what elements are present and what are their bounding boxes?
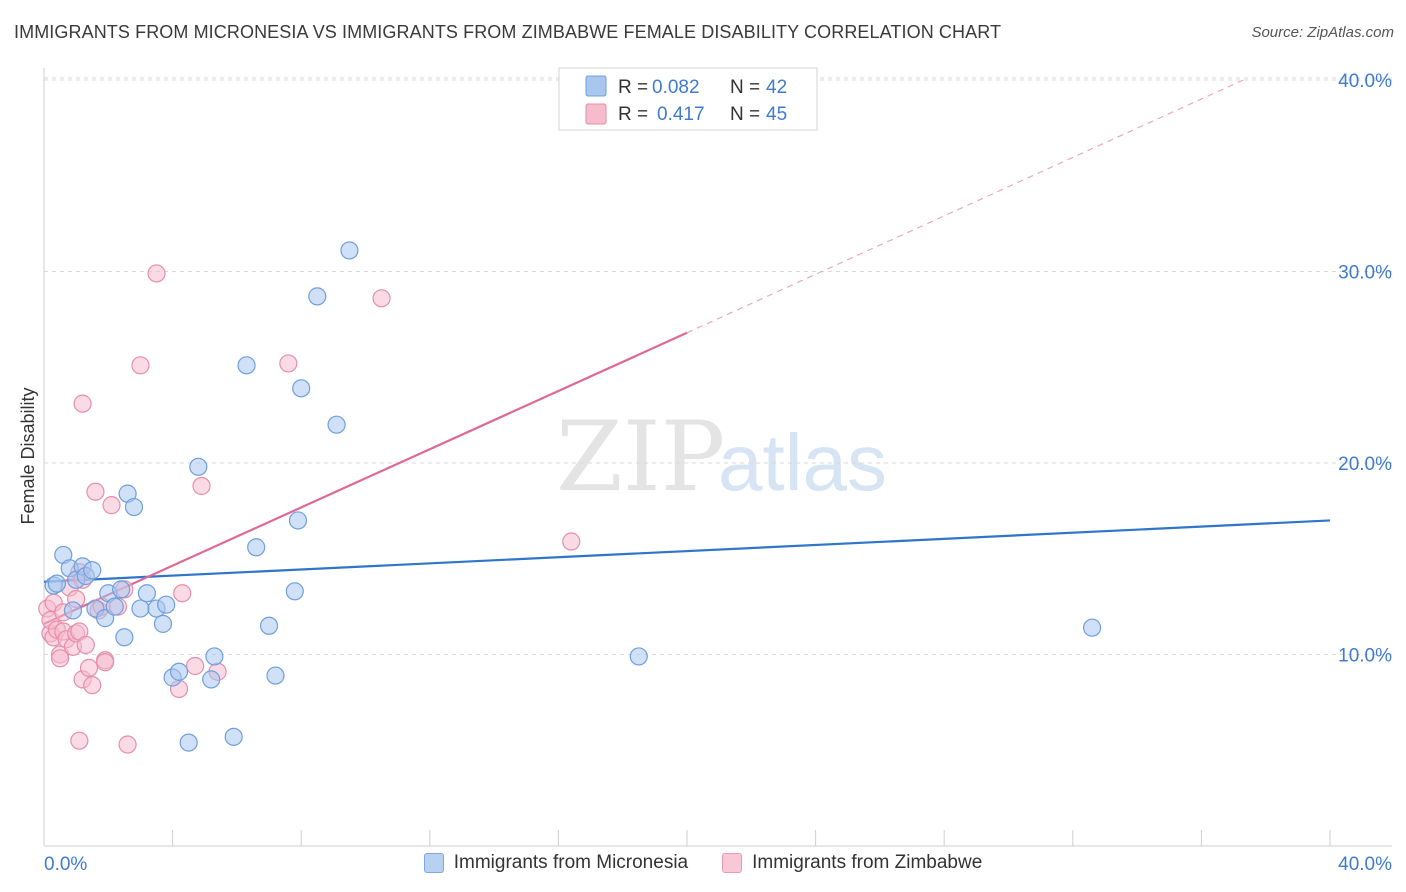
legend-top-swatch-zimbabwe [585,103,607,125]
micronesia-point-14 [115,628,134,647]
micronesia-point-12 [105,597,124,616]
zimbabwe-point-38 [192,476,211,496]
micronesia-point-30 [247,538,266,557]
micronesia-point-18 [137,584,156,603]
legend-item-micronesia: Immigrants from Micronesia [423,852,689,874]
series-zimbabwe-points [38,264,581,754]
legend-n-value-1: 42 [766,77,787,98]
micronesia-point-34 [288,511,308,530]
legend-r-label-2: R = [618,104,648,125]
zimbabwe-point-21 [73,394,92,413]
watermark-atlas: atlas [718,418,887,507]
legend-item-zimbabwe: Immigrants from Zimbabwe [722,852,982,874]
zimbabwe-point-22 [79,658,99,678]
micronesia-point-16 [124,497,144,517]
series-micronesia-points [44,241,1102,752]
micronesia-point-13 [112,580,131,599]
legend-r-value-1: 0.082 [652,77,700,98]
legend-r-label-1: R = [618,77,648,98]
legend-swatch-zimbabwe [722,853,743,873]
legend-top: R = 0.082 N = 42 R = 0.417 N = 45 [558,67,818,131]
micronesia-point-39 [629,647,648,666]
zimbabwe-point-37 [186,656,205,676]
legend-bottom: Immigrants from Micronesia Immigrants fr… [0,852,1406,874]
micronesia-point-35 [292,379,311,398]
micronesia-point-33 [285,582,304,601]
micronesia-point-37 [327,415,346,434]
zimbabwe-point-34 [147,264,166,283]
micronesia-point-38 [340,241,359,260]
micronesia-point-36 [308,287,327,306]
trendlines [43,79,1331,625]
x-ticks [43,830,1331,846]
legend-n-label-1: N = [730,77,760,98]
watermark-zip: ZIP [556,401,725,513]
legend-label-micronesia: Immigrants from Micronesia [453,852,689,873]
y-tick-label-20: 20.0% [1338,454,1392,475]
micronesia-point-1 [47,574,66,593]
micronesia-point-26 [202,670,221,689]
zimbabwe-point-20 [70,731,89,750]
y-axis-label: Female Disability [18,387,38,524]
legend-label-zimbabwe: Immigrants from Zimbabwe [752,852,983,873]
zimbabwe-point-42 [562,532,581,551]
trendline-micronesia [43,519,1331,583]
zimbabwe-point-19 [76,635,95,655]
x-tick-label-max: 40.0% [1338,854,1392,875]
micronesia-point-23 [169,662,189,681]
legend-r-value-2: 0.417 [657,104,705,125]
micronesia-point-24 [179,733,198,752]
zimbabwe-point-33 [131,356,150,375]
micronesia-point-25 [189,457,208,476]
micronesia-point-32 [266,666,285,685]
micronesia-point-17 [131,599,150,618]
zimbabwe-point-28 [95,653,115,672]
micronesia-point-28 [224,727,243,746]
trendline-zimbabwe [43,331,688,625]
legend-swatch-micronesia [423,853,444,873]
zimbabwe-point-41 [372,289,391,308]
y-tick-label-40: 40.0% [1338,71,1392,92]
y-tick-label-30: 30.0% [1338,263,1392,284]
y-tick-label-10: 10.0% [1338,646,1392,667]
micronesia-point-29 [237,356,256,375]
trendline-zimbabwe-extrapolated [686,79,1244,334]
legend-top-swatch-micronesia [585,75,607,97]
legend-n-value-2: 45 [766,104,787,125]
legend-n-label-2: N = [730,104,760,125]
micronesia-point-27 [205,647,224,666]
micronesia-point-31 [259,616,279,635]
zimbabwe-point-32 [118,735,137,754]
zimbabwe-point-24 [86,482,105,501]
axes [43,68,1392,847]
source-label: Source: ZipAtlas.com [1251,24,1394,41]
chart-title: IMMIGRANTS FROM MICRONESIA VS IMMIGRANTS… [14,22,1002,42]
zimbabwe-point-23 [83,676,102,695]
micronesia-point-8 [83,561,102,580]
zimbabwe-point-36 [173,584,192,603]
micronesia-point-40 [1082,618,1102,637]
y-tick-labels: 10.0% 20.0% 30.0% 40.0% [1338,71,1392,667]
micronesia-point-4 [63,601,83,620]
x-tick-label-min: 0.0% [44,854,87,875]
zimbabwe-point-29 [102,496,121,515]
zimbabwe-point-7 [50,649,70,668]
micronesia-point-21 [157,595,176,614]
zimbabwe-point-40 [279,354,298,373]
micronesia-point-20 [153,614,173,633]
